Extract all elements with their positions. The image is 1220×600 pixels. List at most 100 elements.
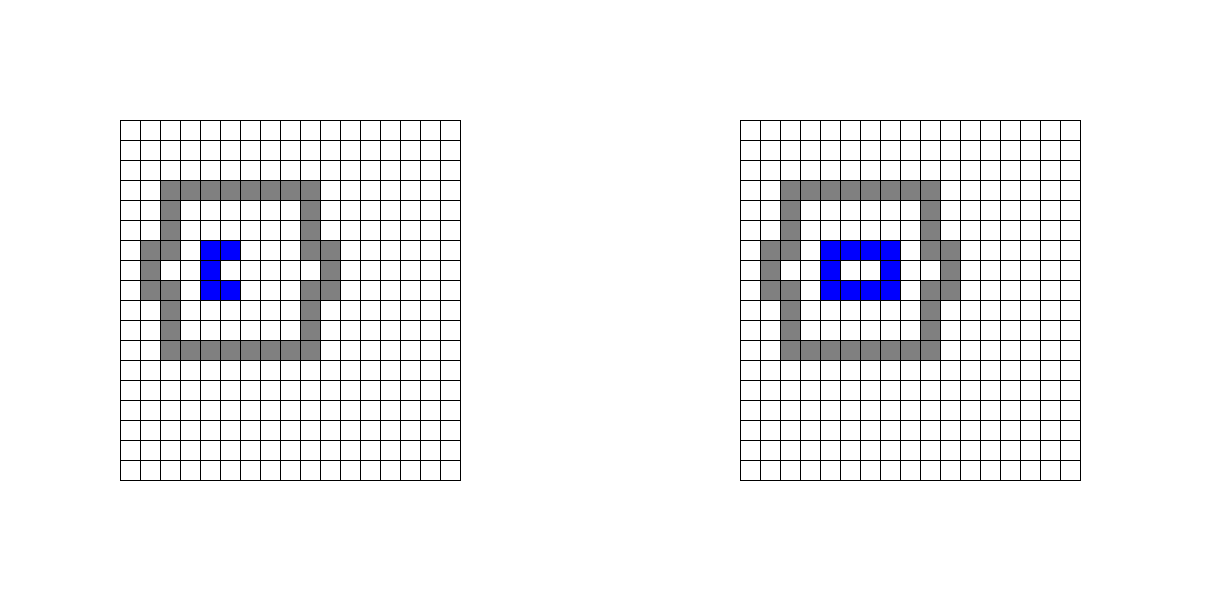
- grid-cell: [280, 360, 301, 381]
- grid-cell: [200, 220, 221, 241]
- grid-cell: [840, 400, 861, 421]
- grid-cell: [840, 240, 861, 261]
- grid-cell: [820, 460, 841, 481]
- grid-cell: [240, 280, 261, 301]
- grid-cell: [160, 200, 181, 221]
- grid-cell: [1000, 400, 1021, 421]
- grid-cell: [280, 300, 301, 321]
- grid-cell: [440, 240, 461, 261]
- grid-cell: [960, 160, 981, 181]
- grid-cell: [760, 160, 781, 181]
- grid-cell: [900, 300, 921, 321]
- grid-cell: [200, 260, 221, 281]
- grid-cell: [140, 160, 161, 181]
- grid-cell: [360, 120, 381, 141]
- grid-cell: [180, 320, 201, 341]
- grid-cell: [880, 160, 901, 181]
- grid-cell: [940, 380, 961, 401]
- grid-cell: [340, 440, 361, 461]
- grid-cell: [280, 440, 301, 461]
- grid-cell: [1020, 200, 1041, 221]
- grid-cell: [140, 180, 161, 201]
- grid-cell: [760, 440, 781, 461]
- grid-cell: [420, 280, 441, 301]
- grid-cell: [1060, 240, 1081, 261]
- grid-cell: [980, 320, 1001, 341]
- grid-cell: [820, 420, 841, 441]
- grid-cell: [320, 320, 341, 341]
- grid-cell: [1020, 180, 1041, 201]
- grid-cell: [240, 220, 261, 241]
- grid-cell: [420, 400, 441, 421]
- grid-cell: [840, 380, 861, 401]
- grid-cell: [380, 380, 401, 401]
- grid-cell: [900, 160, 921, 181]
- grid-cell: [260, 380, 281, 401]
- grid-cell: [800, 360, 821, 381]
- grid-cell: [780, 260, 801, 281]
- grid-cell: [280, 220, 301, 241]
- grid-cell: [320, 400, 341, 421]
- grid-cell: [880, 180, 901, 201]
- grid-cell: [340, 400, 361, 421]
- grid-cell: [780, 380, 801, 401]
- grid-cell: [260, 280, 281, 301]
- grid-cell: [360, 380, 381, 401]
- grid-cell: [160, 280, 181, 301]
- grid-cell: [320, 340, 341, 361]
- grid-cell: [120, 440, 141, 461]
- grid-cell: [300, 240, 321, 261]
- grid-cell: [760, 120, 781, 141]
- grid-cell: [900, 400, 921, 421]
- grid-cell: [860, 120, 881, 141]
- grid-cell: [240, 420, 261, 441]
- grid-cell: [920, 160, 941, 181]
- grid-cell: [760, 360, 781, 381]
- grid-cell: [380, 260, 401, 281]
- grid-cell: [1000, 380, 1021, 401]
- grid-cell: [140, 260, 161, 281]
- grid-cell: [740, 340, 761, 361]
- grid-cell: [420, 140, 441, 161]
- grid-cell: [1060, 140, 1081, 161]
- grid-cell: [860, 160, 881, 181]
- grid-cell: [220, 360, 241, 381]
- grid-cell: [380, 200, 401, 221]
- grid-cell: [220, 200, 241, 221]
- grid-cell: [820, 220, 841, 241]
- grid-cell: [380, 400, 401, 421]
- grid-cell: [320, 140, 341, 161]
- grid-cell: [860, 200, 881, 221]
- grid-cell: [980, 420, 1001, 441]
- grid-cell: [180, 440, 201, 461]
- grid-cell: [440, 300, 461, 321]
- grid-cell: [940, 400, 961, 421]
- grid-cell: [1060, 340, 1081, 361]
- grid-cell: [940, 460, 961, 481]
- grid-cell: [920, 340, 941, 361]
- grid-cell: [800, 460, 821, 481]
- grid-cell: [160, 160, 181, 181]
- grid-cell: [180, 120, 201, 141]
- grid-cell: [740, 320, 761, 341]
- grid-cell: [780, 320, 801, 341]
- grid-cell: [1020, 120, 1041, 141]
- grid-cell: [160, 460, 181, 481]
- grid-cell: [140, 420, 161, 441]
- grid-cell: [200, 360, 221, 381]
- grid-cell: [440, 400, 461, 421]
- grid-cell: [200, 440, 221, 461]
- grid-cell: [880, 220, 901, 241]
- grid-cell: [200, 420, 221, 441]
- grid-cell: [900, 120, 921, 141]
- grid-cell: [1000, 360, 1021, 381]
- grid-cell: [420, 180, 441, 201]
- grid-cell: [740, 360, 761, 381]
- grid-cell: [800, 420, 821, 441]
- grid-cell: [980, 120, 1001, 141]
- grid-cell: [1040, 120, 1061, 141]
- grid-cell: [380, 220, 401, 241]
- grid-cell: [120, 380, 141, 401]
- grid-cell: [220, 340, 241, 361]
- grid-cell: [780, 340, 801, 361]
